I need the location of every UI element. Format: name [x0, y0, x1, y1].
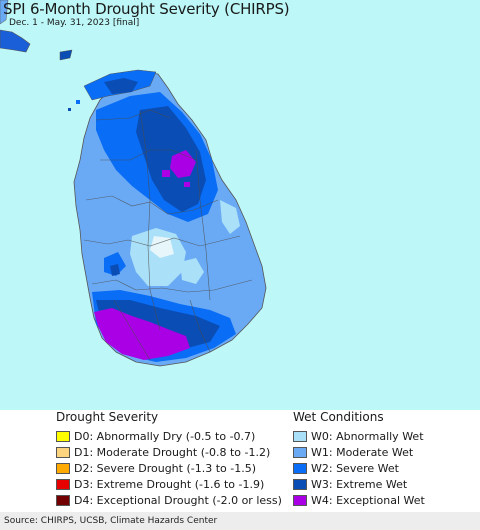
swatch-d4	[56, 494, 70, 506]
legend-label-d0: D0: Abnormally Dry (-0.5 to -0.7)	[74, 429, 256, 443]
legend-label-d3: D3: Extreme Drought (-1.6 to -1.9)	[74, 477, 265, 491]
drought-legend-list: D0: Abnormally Dry (-0.5 to -0.7) D1: Mo…	[56, 428, 282, 508]
east-exceptional-patch	[162, 170, 170, 177]
swatch-w2	[293, 462, 307, 474]
legend-item-w0: W0: Abnormally Wet	[293, 428, 425, 444]
legend-item-w2: W2: Severe Wet	[293, 460, 425, 476]
india-landmass	[0, 29, 31, 53]
legend-label-w2: W2: Severe Wet	[311, 461, 399, 475]
swatch-d2	[56, 462, 70, 474]
legend-label-d4: D4: Exceptional Drought (-2.0 or less)	[74, 493, 282, 507]
legend-label-w3: W3: Extreme Wet	[311, 477, 408, 491]
legend-item-d0: D0: Abnormally Dry (-0.5 to -0.7)	[56, 428, 282, 444]
swatch-d3	[56, 478, 70, 490]
central-abnormally-wet	[130, 228, 186, 286]
swatch-d0	[56, 430, 70, 442]
jaffna-extreme	[104, 78, 138, 94]
swatch-d1	[56, 446, 70, 458]
south-exceptional-wet	[94, 308, 190, 360]
islet	[76, 100, 80, 104]
sri-lanka-map	[0, 0, 267, 367]
west-central-wet	[104, 252, 126, 276]
swatch-w3	[293, 478, 307, 490]
legend-item-w1: W1: Moderate Wet	[293, 444, 425, 460]
legend-item-d4: D4: Exceptional Drought (-2.0 or less)	[56, 492, 282, 508]
east-coast-wet	[220, 200, 240, 234]
map-subtitle: Dec. 1 - May. 31, 2023 [final]	[9, 18, 140, 28]
drought-legend-heading: Drought Severity	[56, 410, 159, 424]
legend-label-w4: W4: Exceptional Wet	[311, 493, 425, 507]
district-boundaries	[83, 109, 253, 361]
legend-label-d2: D2: Severe Drought (-1.3 to -1.5)	[74, 461, 257, 475]
east-central-wet	[180, 258, 204, 284]
swatch-w1	[293, 446, 307, 458]
west-extreme-small	[110, 264, 120, 276]
legend-item-d3: D3: Extreme Drought (-1.6 to -1.9)	[56, 476, 282, 492]
legend-item-w4: W4: Exceptional Wet	[293, 492, 425, 508]
india-edge	[0, 0, 9, 25]
swatch-w0	[293, 430, 307, 442]
legend-item-d1: D1: Moderate Drought (-0.8 to -1.2)	[56, 444, 282, 460]
islet	[68, 108, 71, 111]
map-panel: SPI 6-Month Drought Severity (CHIRPS) De…	[0, 0, 480, 410]
legend-label-w0: W0: Abnormally Wet	[311, 429, 424, 443]
central-pale-spot	[150, 236, 174, 258]
legend: Drought Severity Wet Conditions D0: Abno…	[0, 410, 480, 512]
footer: Source: CHIRPS, UCSB, Climate Hazards Ce…	[0, 512, 480, 530]
east-exceptional-patch-2	[184, 182, 190, 187]
wet-legend-heading: Wet Conditions	[293, 410, 384, 424]
india-coast-tip	[59, 49, 73, 61]
legend-item-d2: D2: Severe Drought (-1.3 to -1.5)	[56, 460, 282, 476]
source-credit: Source: CHIRPS, UCSB, Climate Hazards Ce…	[4, 516, 218, 526]
map-title: SPI 6-Month Drought Severity (CHIRPS)	[3, 0, 290, 18]
wet-legend-list: W0: Abnormally Wet W1: Moderate Wet W2: …	[293, 428, 425, 508]
legend-label-w1: W1: Moderate Wet	[311, 445, 414, 459]
legend-label-d1: D1: Moderate Drought (-0.8 to -1.2)	[74, 445, 271, 459]
legend-item-w3: W3: Extreme Wet	[293, 476, 425, 492]
swatch-w4	[293, 494, 307, 506]
